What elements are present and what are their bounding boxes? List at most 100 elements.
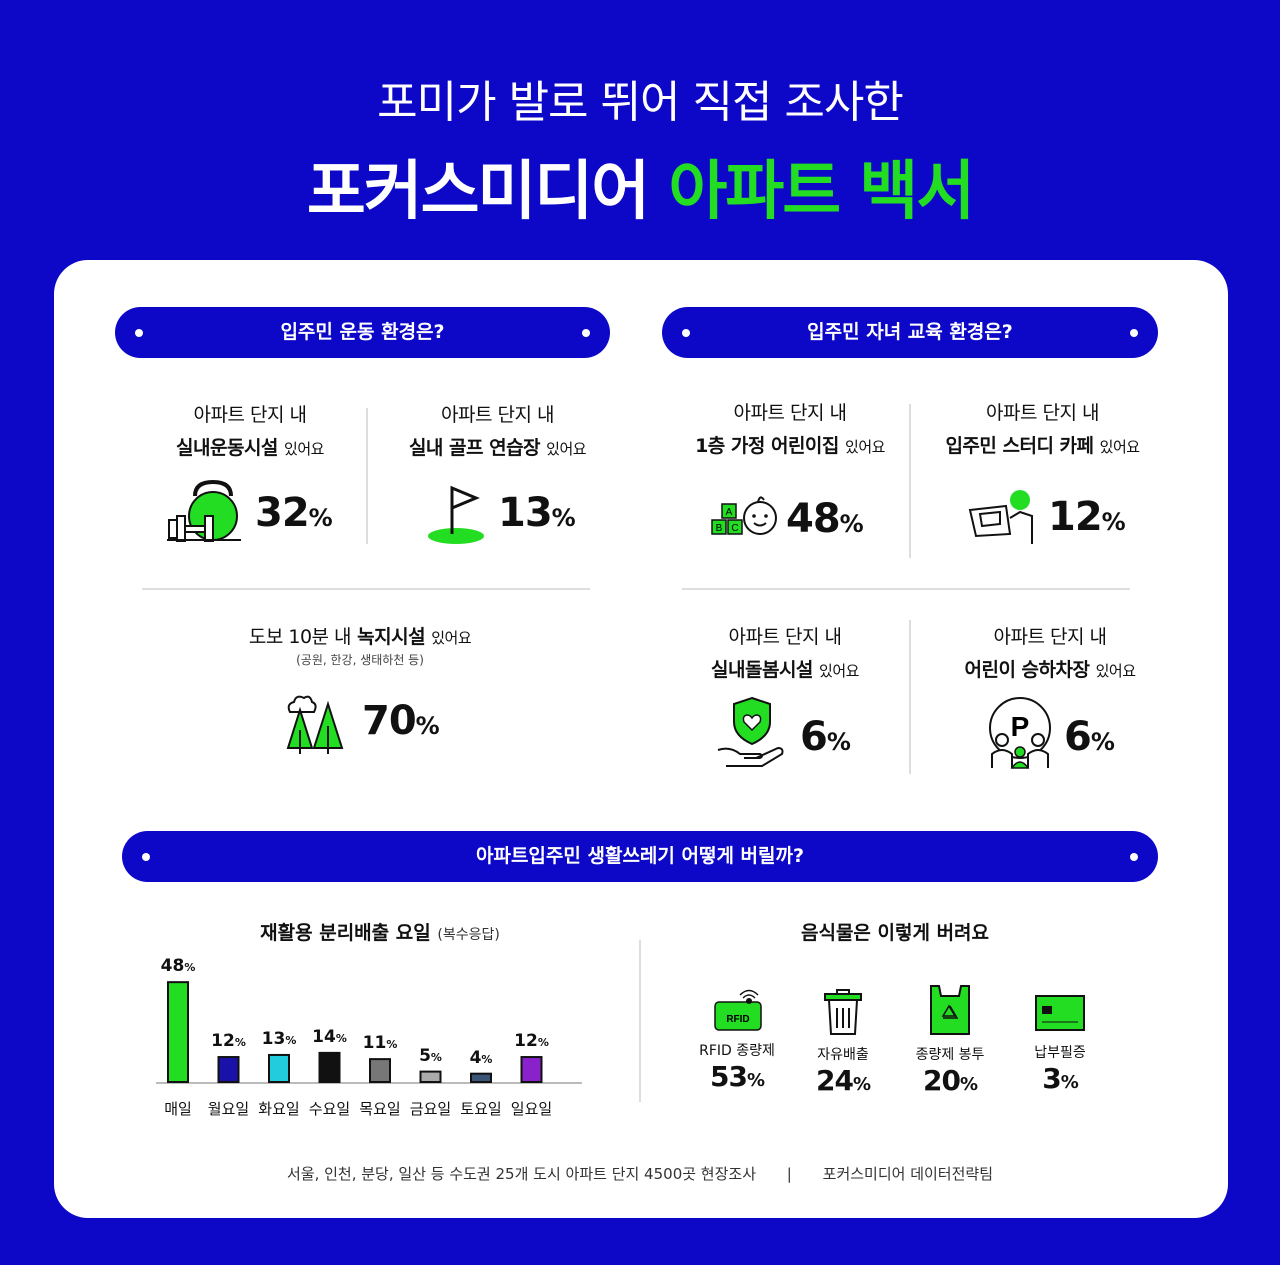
bar-value-unit: % <box>386 1038 398 1052</box>
svg-text:B: B <box>716 523 723 534</box>
bar-value-number: 48 <box>160 956 185 977</box>
study-desk-icon <box>968 490 1033 544</box>
category-label: 금요일 <box>409 1100 452 1118</box>
food-label: 종량제 봉투 <box>915 1047 985 1063</box>
food-label: RFID 종량제 <box>699 1043 775 1059</box>
stat-value-childcare: 6% <box>800 714 851 760</box>
category-label: 월요일 <box>207 1100 250 1118</box>
stat-green-space: 도보 10분 내 녹지시설 있어요 (공원, 한강, 생태하천 등) <box>210 622 510 668</box>
recycling-bar-chart <box>156 981 582 1084</box>
chart-title: 재활용 분리배출 요일 (복수응답) <box>150 918 610 945</box>
divider <box>366 408 368 544</box>
bar-목요일 <box>369 1058 391 1084</box>
value-unit: % <box>959 1074 978 1095</box>
divider <box>682 588 1130 590</box>
category-label: 목요일 <box>359 1100 401 1118</box>
divider <box>909 404 911 558</box>
stat-line1: 아파트 단지 내 <box>733 402 847 424</box>
food-label: 자유배출 <box>817 1047 869 1063</box>
food-title: 음식물은 이렇게 버려요 <box>800 922 990 944</box>
stat-line1: 도보 10분 내 <box>248 626 352 648</box>
stat-suffix: 있어요 <box>1099 438 1140 456</box>
bar-value-number: 12 <box>211 1031 235 1052</box>
bar-value-label: 48% <box>148 956 208 976</box>
stat-indoor-gym: 아파트 단지 내 실내운동시설 있어요 <box>140 400 360 460</box>
food-value: 24% <box>788 1064 898 1097</box>
stat-line1: 아파트 단지 내 <box>193 404 307 426</box>
bar-화요일 <box>268 1053 290 1083</box>
value-unit: % <box>746 1070 765 1091</box>
category-label: 일요일 <box>510 1100 553 1118</box>
chart-title-text: 재활용 분리배출 요일 <box>260 922 431 944</box>
svg-text:P: P <box>1011 711 1030 742</box>
stat-dropoff: 아파트 단지 내 어린이 승하차장 있어요 <box>935 622 1165 682</box>
stat-value-daycare: 48% <box>786 496 864 542</box>
stat-line1: 아파트 단지 내 <box>441 404 554 426</box>
trees-icon <box>286 695 344 754</box>
footer-source: 서울, 인천, 분당, 일산 등 수도권 25개 도시 아파트 단지 4500곳… <box>286 1165 757 1183</box>
value-unit: % <box>551 504 576 532</box>
bar-value-label: 12% <box>199 1031 259 1051</box>
waste-heading: 아파트입주민 생활쓰레기 어떻게 버릴까? <box>122 831 1158 882</box>
divider <box>639 940 641 1102</box>
svg-text:C: C <box>731 523 738 534</box>
kettlebell-icon <box>167 479 241 542</box>
stat-childcare: 아파트 단지 내 실내돌봄시설 있어요 <box>670 622 900 682</box>
value-number: 3 <box>1042 1062 1062 1095</box>
category-label: 토요일 <box>460 1100 502 1118</box>
footer-team: 포커스미디어 데이터전략팀 <box>822 1165 994 1183</box>
stat-daycare: 아파트 단지 내 1층 가정 어린이집 있어요 <box>670 398 910 458</box>
food-value: 20% <box>895 1064 1005 1097</box>
stat-line2: 1층 가정 어린이집 <box>695 435 839 457</box>
title-accent: 아파트 백서 <box>668 155 975 229</box>
bar-value-number: 14 <box>312 1026 336 1047</box>
stat-value-gym: 32% <box>255 490 333 536</box>
bar-수요일 <box>318 1051 341 1083</box>
food-value: 53% <box>682 1060 792 1093</box>
food-value: 3% <box>1005 1062 1115 1095</box>
category-label: 화요일 <box>258 1100 300 1118</box>
title-main: 포커스미디어 <box>306 155 650 229</box>
value-number: 53 <box>709 1060 748 1093</box>
golf-flag-icon <box>428 485 484 544</box>
stat-suffix: 있어요 <box>1095 662 1136 680</box>
page-subtitle: 포미가 발로 뛰어 직접 조사한 <box>377 77 904 128</box>
bar-value-label: 4% <box>451 1048 511 1068</box>
value-number: 12 <box>1048 494 1103 540</box>
value-number: 48 <box>786 496 841 542</box>
bar-금요일 <box>419 1070 442 1083</box>
bar-토요일 <box>470 1072 492 1083</box>
value-number: 70 <box>362 698 417 744</box>
category-label: 수요일 <box>308 1100 351 1118</box>
stat-note: (공원, 한강, 생태하천 등) <box>296 653 424 667</box>
bar-value-unit: % <box>234 1036 246 1050</box>
value-unit: % <box>1090 728 1115 756</box>
stat-value-green: 70% <box>362 698 440 744</box>
bar-value-label: 11% <box>350 1033 410 1053</box>
stat-line1: 아파트 단지 내 <box>728 626 842 648</box>
bar-일요일 <box>520 1056 543 1083</box>
value-number: 24 <box>815 1064 854 1097</box>
bar-value-number: 13 <box>261 1028 286 1049</box>
food-item-bag: 종량제 봉투 20% <box>895 982 1005 1097</box>
trash-can-icon <box>824 989 862 1035</box>
parking-family-icon: P <box>989 697 1051 769</box>
bar-매일 <box>167 981 189 1083</box>
stat-line1: 아파트 단지 내 <box>986 402 1099 424</box>
bar-value-label: 14% <box>300 1027 360 1047</box>
exercise-heading: 입주민 운동 환경은? <box>115 307 610 358</box>
stat-line2: 실내돌봄시설 <box>711 659 813 681</box>
food-item-sticker: 납부필증 3% <box>1005 994 1115 1095</box>
value-unit: % <box>1101 508 1126 536</box>
bar-value-unit: % <box>285 1033 297 1047</box>
rfid-icon: RFID <box>714 989 762 1031</box>
bar-value-unit: % <box>537 1036 549 1050</box>
divider <box>909 620 911 774</box>
education-heading: 입주민 자녀 교육 환경은? <box>662 307 1158 358</box>
bar-value-number: 4 <box>469 1047 482 1068</box>
page-title: 포커스미디어 아파트 백서 <box>0 140 1280 232</box>
value-number: 32 <box>255 490 310 536</box>
care-hand-icon <box>717 696 784 767</box>
stat-line1: 아파트 단지 내 <box>993 626 1107 648</box>
bar-value-unit: % <box>335 1031 347 1045</box>
